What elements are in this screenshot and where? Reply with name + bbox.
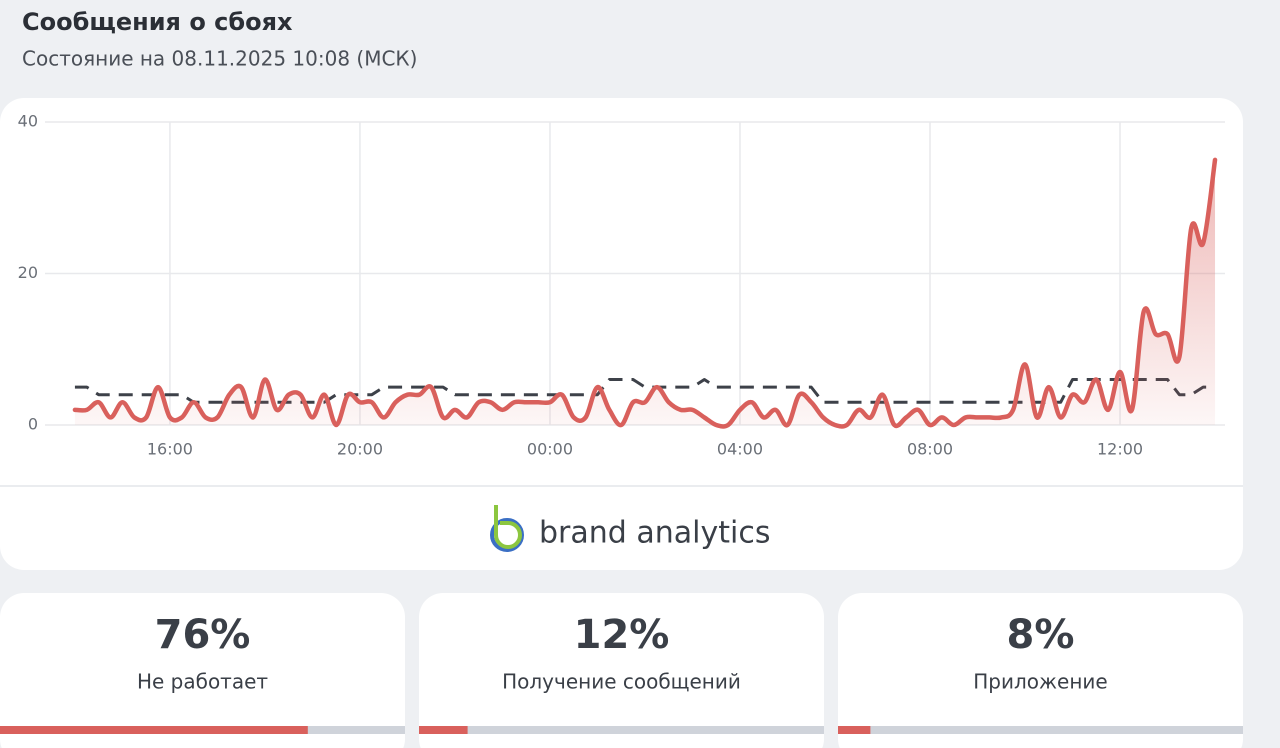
card-bg: [419, 593, 824, 748]
y-tick-label: 20: [18, 263, 38, 282]
stat-label: Приложение: [973, 670, 1107, 694]
x-tick-label: 08:00: [907, 440, 953, 459]
card-bg: [0, 593, 405, 748]
stat-card: 12% Получение сообщений: [419, 593, 824, 748]
chart-card: [0, 98, 1243, 570]
y-tick-label: 0: [28, 415, 38, 434]
title: Сообщения о сбоях: [22, 8, 293, 36]
progress-track: [838, 726, 1243, 734]
progress: [838, 726, 1243, 734]
stat-card: 8% Приложение: [838, 593, 1243, 748]
line: [72, 157, 1218, 429]
x-tick-label: 00:00: [527, 440, 573, 459]
progress: [419, 726, 824, 734]
logo-b: [494, 505, 522, 549]
plot: 0 20 40 16:00 20:00 00:00 04:00 08:00 12:00: [18, 112, 1225, 459]
progress-fill: [838, 726, 871, 734]
subtitle: Состояние на 08.11.2025 10:08 (МСК): [22, 47, 417, 71]
x-tick-label: 16:00: [147, 440, 193, 459]
progress-fill: [0, 726, 308, 734]
y-tick-label: 40: [18, 112, 38, 131]
progress-track: [419, 726, 824, 734]
progress-fill: [419, 726, 468, 734]
stat-label: Не работает: [137, 670, 268, 694]
logo-text: brand analytics: [539, 516, 770, 551]
progress: [0, 726, 405, 734]
cards: 76% Не работает 12% Получение сообщений 8% Пр…: [0, 593, 1243, 748]
stat-value: 12%: [574, 612, 670, 658]
stat-value: 76%: [155, 612, 251, 658]
x-tick-label: 04:00: [717, 440, 763, 459]
stat-card: 76% Не работает: [0, 593, 405, 748]
logo: brand analytics: [490, 505, 770, 552]
x-tick-label: 20:00: [337, 440, 383, 459]
stat-value: 8%: [1007, 612, 1075, 658]
card-bg: [838, 593, 1243, 748]
stat-label: Получение сообщений: [502, 670, 741, 694]
x-tick-label: 12:00: [1097, 440, 1143, 459]
